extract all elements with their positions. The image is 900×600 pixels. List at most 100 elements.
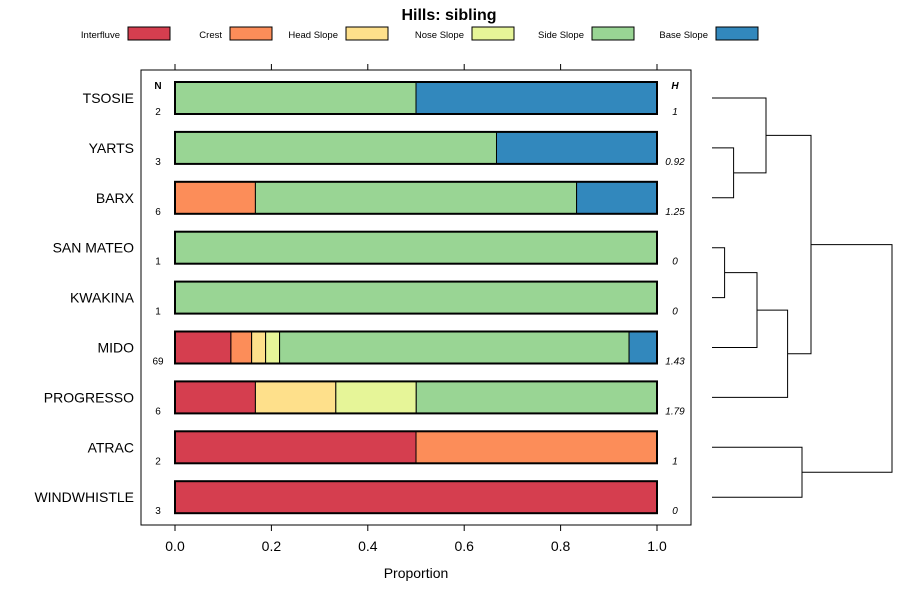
h-value: 0 [672,307,678,318]
legend-swatch-side-slope [591,26,635,41]
dendrogram-branch-4 [712,309,789,398]
legend-label-crest: Crest [199,30,222,41]
dendrogram-branch-1 [712,97,767,174]
dendrogram-branch-3 [712,272,758,348]
dendrogram-branch-0 [712,147,735,199]
bar-segment-interfluve [174,331,232,364]
category-label: ATRAC [88,439,134,455]
legend-label-side-slope: Side Slope [538,30,584,41]
chart-title: Hills: sibling [401,7,496,24]
x-axis-label: Proportion [384,565,449,581]
legend-label-interfluve: Interfluve [81,30,120,41]
bar-outline [174,480,658,515]
category-label: PROGRESSO [44,389,134,405]
plot-frame [140,69,692,526]
h-value: 0 [672,257,678,268]
bar-segment-crest [174,181,256,215]
dendrogram [712,97,893,498]
h-column-header: H [671,81,679,92]
bar-outline [174,130,658,165]
row-yarts: YARTS 3 0.92 [89,130,685,168]
x-tick-label-5: 1.0 [647,538,667,554]
bar-segment-head-slope [254,380,337,414]
n-value: 1 [155,257,161,268]
category-label: BARX [96,190,135,206]
dendrogram-branch-2 [712,247,726,299]
x-axis: 0.0 0.2 0.4 0.6 0.8 1.0 [165,64,667,554]
bar-segment-interfluve [174,430,417,464]
category-label: WINDWHISTLE [34,489,134,505]
bar-segment-side-slope [174,281,658,315]
row-progresso: PROGRESSO 6 1.79 [44,380,685,417]
bar-segment-head-slope [251,331,267,364]
dendrogram-branch-7 [802,244,893,473]
legend-swatch-interfluve [127,26,171,41]
n-value: 6 [155,406,161,417]
bar-segment-base-slope [415,81,658,115]
bar-outline [174,380,658,415]
legend-swatch-base-slope [715,26,759,41]
n-value: 1 [155,307,161,318]
legend-swatch-nose-slope [471,26,515,41]
x-tick-label-3: 0.6 [454,538,474,554]
h-value: 1.43 [665,357,685,368]
bar-segment-nose-slope [335,380,417,414]
x-tick-label-4: 0.8 [551,538,571,554]
bar-segment-side-slope [254,181,578,215]
row-barx: BARX 6 1.25 [96,180,685,218]
bar-segment-side-slope [415,380,658,414]
bar-segment-crest [415,430,658,464]
bar-outline [174,180,658,215]
bar-outline [174,330,658,365]
h-value: 0.92 [665,157,685,168]
legend-label-head-slope: Head Slope [288,30,338,41]
bar-segment-crest [230,331,253,364]
bar-segment-interfluve [174,480,658,514]
row-kwakina: KWAKINA 1 0 [70,280,678,318]
row-san-mateo: SAN MATEO 1 0 [53,230,678,268]
legend: Interfluve Crest Head Slope Nose Slope Side … [81,26,759,41]
x-tick-label-2: 0.4 [358,538,378,554]
category-label: YARTS [89,140,134,156]
n-value: 2 [155,107,161,118]
row-windwhistle: WINDWHISTLE 3 0 [34,480,678,517]
bar-segment-side-slope [174,81,417,115]
n-value: 3 [155,506,161,517]
n-column-header: N [154,81,161,92]
h-value: 1.79 [665,406,685,417]
h-value: 1 [672,107,678,118]
bar-outline [174,280,658,315]
row-tsosie: TSOSIE 2 1 [83,81,678,118]
bar-outline [174,430,658,465]
dendrogram-branch-6 [712,446,803,498]
bar-outline [174,81,658,115]
category-label: SAN MATEO [53,240,135,256]
x-tick-label-1: 0.2 [262,538,282,554]
legend-label-base-slope: Base Slope [659,30,708,41]
bar-segment-side-slope [279,331,630,364]
category-label: KWAKINA [70,290,135,306]
bar-outline [174,230,658,265]
dendrogram-branch-5 [766,134,812,355]
x-tick-label-0: 0.0 [165,538,185,554]
category-label: MIDO [97,340,134,356]
h-value: 1.25 [665,207,685,218]
n-value: 3 [155,157,161,168]
n-value: 69 [152,357,164,368]
bar-segment-nose-slope [265,331,281,364]
bar-segment-side-slope [174,131,497,165]
legend-label-nose-slope: Nose Slope [415,30,464,41]
bar-segment-base-slope [495,131,658,165]
n-value: 2 [155,456,161,467]
legend-swatch-crest [229,26,273,41]
bar-segment-interfluve [174,380,256,414]
n-value: 6 [155,207,161,218]
legend-swatch-head-slope [345,26,389,41]
h-value: 0 [672,506,678,517]
row-atrac: ATRAC 2 1 [88,430,678,467]
h-value: 1 [672,456,678,467]
bar-segment-base-slope [576,181,658,215]
category-label: TSOSIE [83,90,134,106]
